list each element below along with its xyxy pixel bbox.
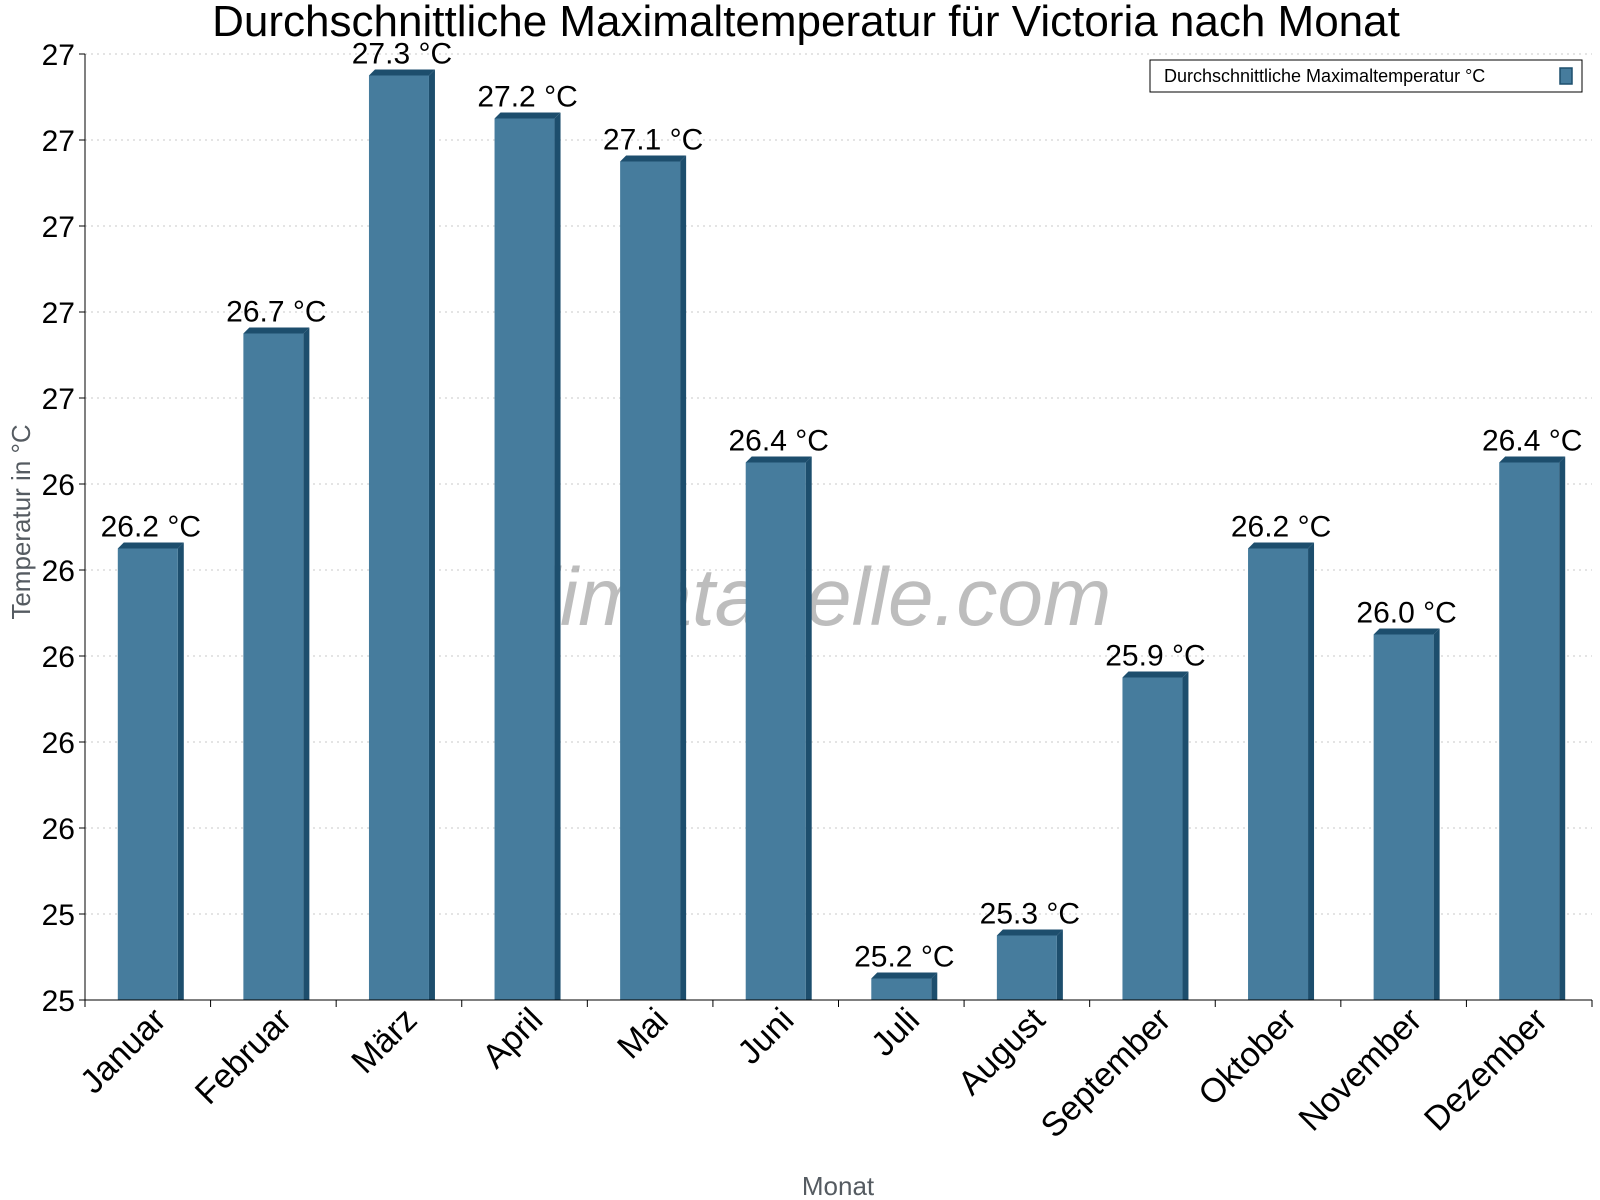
bar (368, 69, 435, 1000)
x-tick-label: März (344, 1001, 424, 1081)
y-tick-label: 27 (42, 39, 75, 72)
grid-lines (85, 53, 1592, 915)
x-tick-label: Juli (864, 1001, 927, 1064)
y-tick-label: 27 (42, 211, 75, 244)
bar-side (1433, 628, 1440, 1000)
data-label: 26.2 °C (101, 511, 201, 544)
y-tick-label: 26 (42, 727, 75, 760)
data-label: 26.7 °C (226, 296, 326, 329)
bar (745, 456, 812, 1000)
bar-side (303, 327, 310, 1000)
bar-top (996, 929, 1063, 936)
y-tick-label: 27 (42, 297, 75, 330)
data-label: 26.4 °C (729, 425, 829, 458)
data-label: 25.3 °C (980, 898, 1080, 931)
y-tick-label: 27 (42, 383, 75, 416)
bar-side (1056, 929, 1063, 1000)
x-tick-label: April (475, 1001, 550, 1076)
y-tick-label: 25 (42, 985, 75, 1018)
bar (494, 112, 561, 1000)
data-labels: 26.2 °C 26.7 °C 27.3 °C 27.2 °C 27.1 °C 26.4 … (101, 38, 1583, 974)
bar-top (1373, 628, 1440, 635)
bar-side (1308, 542, 1315, 1000)
bar-front (1373, 634, 1434, 1000)
bar-side (680, 155, 687, 1000)
bar-top (368, 69, 435, 76)
data-label: 27.3 °C (352, 38, 452, 71)
data-label: 27.2 °C (477, 81, 577, 114)
bar-side (1559, 456, 1566, 1000)
bar-front (368, 75, 429, 1000)
bar-side (554, 112, 561, 1000)
bar (620, 155, 687, 1000)
bar-top (494, 112, 561, 119)
bar-side (931, 972, 938, 1000)
bar-front (1499, 462, 1560, 1000)
x-tick-label: Januar (73, 1001, 173, 1101)
bar-top (1248, 542, 1315, 549)
bar-top (871, 972, 938, 979)
y-axis-label: Temperatur in °C (6, 424, 36, 619)
bar-top (1122, 671, 1189, 678)
x-tick-label: Juni (730, 1001, 801, 1072)
x-tick-label: August (951, 1000, 1053, 1102)
bar-front (1248, 548, 1309, 1000)
y-tick-label: 26 (42, 469, 75, 502)
x-tick-label: Oktober (1191, 1001, 1303, 1113)
bar-front (620, 161, 681, 1000)
bar-front (494, 118, 555, 1000)
bar-front (745, 462, 806, 1000)
bar-top (745, 456, 812, 463)
bar-front (1122, 677, 1183, 1000)
bar-side (1182, 671, 1189, 1000)
bar-top (243, 327, 310, 334)
bar (1248, 542, 1315, 1000)
legend-swatch (1559, 67, 1573, 85)
x-tick-label: Dezember (1417, 1001, 1555, 1139)
x-tick-label: Februar (188, 1001, 299, 1112)
bar (871, 972, 938, 1000)
bar (1373, 628, 1440, 1000)
y-tick-label: 25 (42, 899, 75, 932)
bar-side (428, 69, 435, 1000)
bar-top (1499, 456, 1566, 463)
data-label: 26.2 °C (1231, 511, 1331, 544)
x-axis-label: Monat (802, 1171, 875, 1200)
bar-front (871, 978, 932, 1000)
x-axis-ticks: Januar Februar März April Mai Juni Juli AugustS… (73, 1000, 1593, 1145)
bar-top (117, 542, 184, 549)
x-tick-label: September (1034, 1001, 1178, 1145)
bar-side (177, 542, 184, 1000)
bar (1122, 671, 1189, 1000)
chart-title: Durchschnittliche Maximaltemperatur für … (212, 0, 1400, 46)
data-label: 26.0 °C (1356, 597, 1456, 630)
y-tick-label: 26 (42, 641, 75, 674)
bar (117, 542, 184, 1000)
bar-front (243, 333, 304, 1000)
data-label: 27.1 °C (603, 124, 703, 157)
bar (243, 327, 310, 1000)
bar-front (996, 935, 1057, 1000)
legend-box (1149, 59, 1583, 93)
y-axis-ticks: 25 25 26 26 26 26 26 27 27 27 27 27 (42, 39, 85, 1018)
bar (996, 929, 1063, 1000)
y-tick-label: 26 (42, 555, 75, 588)
axes (84, 54, 1592, 1001)
y-tick-label: 27 (42, 125, 75, 158)
data-label: 25.9 °C (1105, 640, 1205, 673)
bar-top (620, 155, 687, 162)
bars (117, 69, 1566, 1000)
bar-side (805, 456, 812, 1000)
legend-label: Durchschnittliche Maximaltemperatur °C (1164, 66, 1485, 86)
y-tick-label: 26 (42, 813, 75, 846)
data-label: 25.2 °C (854, 941, 954, 974)
data-label: 26.4 °C (1482, 425, 1582, 458)
x-tick-label: Mai (610, 1001, 676, 1067)
legend: Durchschnittliche Maximaltemperatur °C (1149, 59, 1583, 93)
x-tick-label: November (1292, 1001, 1430, 1139)
bar (1499, 456, 1566, 1000)
bar-front (117, 548, 178, 1000)
